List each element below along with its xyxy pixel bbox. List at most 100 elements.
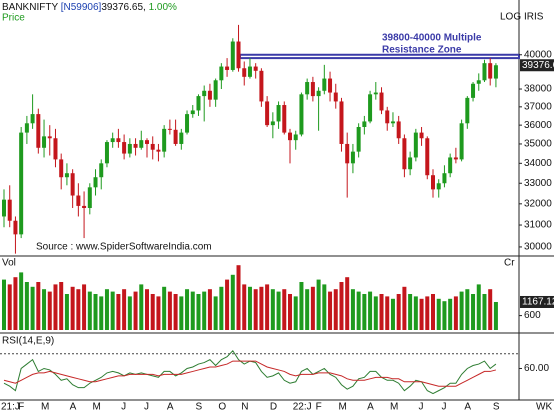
candle-body: [30, 114, 35, 124]
symbol: BANKNIFTY: [2, 2, 58, 13]
candle-body: [64, 173, 69, 178]
candle-body: [236, 41, 241, 69]
x-tick-label: M: [390, 402, 398, 413]
volume-bar: [7, 284, 12, 330]
unit-label: Cr: [504, 258, 515, 269]
candle-body: [419, 132, 424, 139]
x-tick-label: D: [270, 402, 277, 413]
volume-bar: [362, 294, 367, 330]
volume-bar: [36, 282, 41, 330]
candle-body: [328, 78, 333, 93]
panel-label: Price: [2, 13, 25, 24]
candle-body: [390, 121, 395, 124]
x-tick-label: 21:J: [1, 402, 20, 413]
volume-bar: [162, 286, 167, 330]
volume-bar: [282, 289, 287, 330]
candle-body: [242, 68, 247, 77]
volume-bar: [310, 286, 315, 330]
volume-bar: [133, 291, 138, 330]
volume-bar: [64, 294, 69, 330]
candle-body: [396, 121, 401, 139]
volume-bar: [442, 301, 447, 330]
candle-body: [488, 63, 493, 79]
candle-body: [99, 163, 104, 178]
candle-body: [253, 66, 258, 71]
candle-body: [476, 80, 481, 84]
volume-bar: [242, 284, 247, 330]
y-tick-label: 30000: [524, 242, 552, 253]
volume-bar: [139, 284, 144, 330]
change: 1.00%: [149, 2, 177, 13]
candle-body: [139, 140, 144, 148]
candle-body: [19, 132, 24, 235]
candle-body: [276, 105, 281, 122]
candle-body: [24, 123, 29, 133]
candle-body: [270, 121, 275, 126]
rsi-line: [3, 360, 497, 387]
candle-body: [87, 187, 92, 209]
candle-body: [310, 82, 315, 97]
volume-bar: [190, 291, 195, 330]
candle-body: [122, 142, 127, 154]
x-tick-label: F: [316, 402, 322, 413]
volume-bar: [2, 279, 6, 330]
x-tick-label: A: [70, 402, 77, 413]
volume-bar: [13, 277, 18, 330]
candle-body: [179, 132, 184, 144]
volume-bar: [288, 294, 292, 330]
volume-bar: [471, 294, 476, 330]
volume-bar: [145, 289, 149, 330]
volume-bar: [270, 289, 275, 330]
volume-bar: [333, 289, 338, 330]
volume-bar: [408, 294, 413, 330]
volume-bar: [453, 296, 458, 330]
volume-bar: [70, 286, 75, 330]
candle-body: [316, 90, 321, 97]
volume-bar: [322, 284, 327, 330]
candle-body: [167, 128, 172, 130]
x-tick-label: M: [41, 402, 49, 413]
candle-body: [362, 121, 367, 127]
volume-bar: [305, 289, 310, 330]
candle-body: [42, 136, 47, 148]
volume-bar: [230, 274, 235, 330]
volume-bar: [42, 289, 47, 330]
candle-body: [190, 110, 195, 115]
volume-bar: [390, 298, 395, 330]
candle-body: [385, 110, 390, 124]
annotation: Resistance Zone: [382, 45, 462, 56]
volume-bar: [47, 291, 52, 330]
candle-body: [173, 129, 178, 144]
volume-bar: [265, 284, 270, 330]
volume-bar: [276, 291, 281, 330]
last-value-label: 1167.12: [522, 297, 554, 308]
volume-bar: [253, 289, 258, 330]
candle-body: [7, 199, 12, 221]
volume-bar: [122, 289, 127, 330]
volume-bar: [419, 298, 424, 330]
candle-body: [293, 134, 298, 141]
y-tick-label: 60.00: [524, 363, 549, 374]
volume-bar: [396, 294, 401, 330]
candle-body: [471, 83, 476, 98]
candle-body: [465, 97, 470, 124]
volume-bar: [247, 286, 252, 330]
volume-bar: [368, 291, 373, 330]
candle-body: [402, 138, 407, 170]
x-tick-label: M: [93, 402, 101, 413]
y-tick-label: 600: [524, 310, 541, 321]
volume-bar: [150, 294, 155, 330]
x-tick-label: J: [441, 402, 446, 413]
volume-bar: [82, 284, 87, 330]
candle-body: [110, 138, 115, 143]
volume-bar: [328, 291, 333, 330]
volume-bar: [156, 296, 161, 330]
volume-bar: [425, 296, 430, 330]
volume-bar: [93, 294, 98, 330]
y-tick-label: 37000: [524, 101, 552, 112]
candle-body: [442, 173, 447, 184]
y-tick-label: 33000: [524, 178, 552, 189]
scale-label: LOG: [500, 12, 521, 23]
y-tick-label: 32000: [524, 198, 552, 209]
